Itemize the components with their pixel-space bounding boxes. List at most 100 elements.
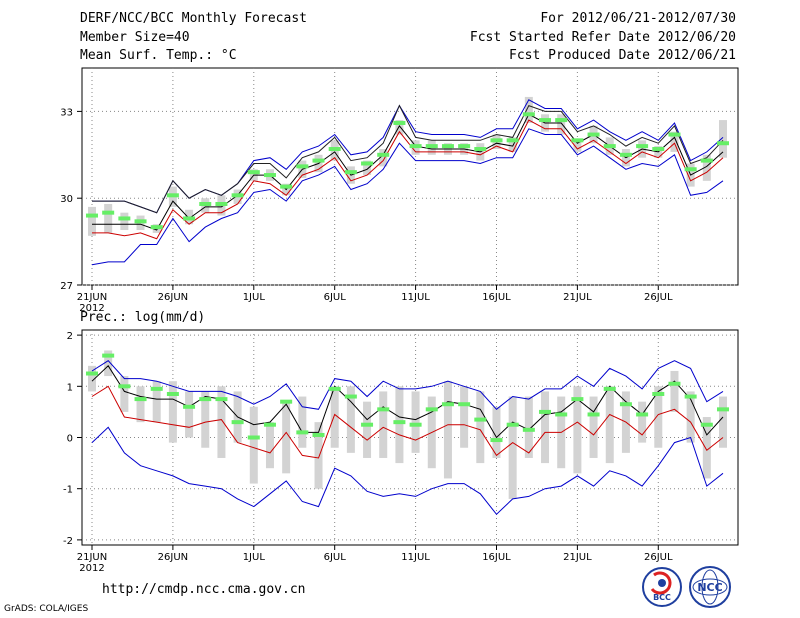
start-date: Fcst Started Refer Date 2012/06/20	[469, 30, 736, 45]
ensemble-box	[524, 96, 533, 123]
chart-title: DERF/NCC/BCC Monthly Forecast	[80, 11, 307, 26]
ensemble-box	[120, 376, 129, 412]
median-marker	[344, 394, 357, 399]
median-marker	[328, 147, 341, 152]
x-tick-label: 21JUL	[563, 552, 592, 563]
median-marker	[296, 430, 309, 435]
ensemble-box	[605, 386, 614, 464]
median-marker	[652, 391, 665, 396]
median-marker	[668, 381, 681, 386]
median-marker	[555, 118, 568, 123]
median-marker	[344, 170, 357, 175]
median-marker	[425, 144, 438, 149]
x-tick-label: 6JUL	[324, 552, 347, 563]
grads-credit: GrADS: COLA/IGES	[4, 604, 89, 614]
x-tick-label: 26JUN	[158, 552, 188, 563]
median-marker	[280, 184, 293, 189]
panel-0: 21JUN 26JUN 1JUL 6JUL 11JUL 16JUL 21JUL 26JUL 20…	[60, 67, 739, 314]
x-tick-label: 21JUL	[563, 292, 592, 303]
ensemble-box	[330, 386, 339, 448]
median-marker	[555, 412, 568, 417]
y-tick-label: 27	[60, 281, 73, 292]
median-marker	[280, 399, 293, 404]
median-marker	[86, 371, 98, 376]
lower-line	[91, 385, 724, 459]
median-marker	[474, 147, 487, 152]
mean-line	[91, 365, 724, 439]
ensemble-box	[152, 381, 161, 423]
median-marker	[636, 412, 649, 417]
ensemble-box	[201, 391, 210, 448]
member-size: Member Size=40	[80, 30, 190, 45]
ensemble-box	[719, 120, 727, 158]
ensemble-box	[120, 212, 129, 231]
median-marker	[86, 213, 98, 218]
forecast-period: For 2012/06/21-2012/07/30	[540, 11, 736, 26]
median-marker	[393, 420, 406, 425]
ensemble-box	[314, 422, 323, 489]
median-marker	[619, 152, 632, 157]
upper-line	[91, 360, 724, 410]
y-tick-label: 30	[60, 194, 73, 205]
mean-line	[92, 113, 724, 231]
ensemble-box	[363, 401, 372, 458]
median-marker	[312, 432, 325, 437]
median-marker	[668, 132, 681, 137]
median-marker	[409, 422, 422, 427]
ensemble-box	[217, 386, 226, 458]
ensemble-box	[104, 350, 113, 377]
median-marker	[636, 144, 649, 149]
ensemble-box	[573, 140, 582, 152]
y-tick-label: -1	[63, 485, 73, 496]
lower-line	[92, 119, 724, 240]
median-marker	[263, 173, 276, 178]
median-marker	[361, 161, 374, 166]
median-marker	[684, 394, 697, 399]
x-tick-label: 26JUL	[644, 552, 673, 563]
source-url[interactable]: http://cmdp.ncc.cma.gov.cn	[102, 582, 306, 597]
x-tick-label: 26JUL	[644, 292, 673, 303]
median-marker	[150, 225, 163, 230]
ensemble-box	[508, 396, 517, 499]
median-marker	[700, 158, 713, 163]
ensemble-box	[670, 370, 679, 412]
median-marker	[587, 412, 600, 417]
median-marker	[441, 402, 454, 407]
median-marker	[490, 138, 503, 143]
ensemble-box	[541, 391, 550, 464]
median-marker	[377, 152, 390, 157]
median-marker	[409, 144, 422, 149]
median-marker	[587, 132, 600, 137]
median-marker	[134, 219, 147, 224]
outer-lower-line	[91, 128, 724, 266]
produced-date: Fcst Produced Date 2012/06/21	[509, 48, 736, 63]
median-marker	[215, 201, 228, 206]
ensemble-box	[136, 386, 145, 423]
ensemble-box	[395, 386, 404, 464]
x-tick-label: 16JUL	[482, 552, 511, 563]
ensemble-box	[686, 391, 695, 443]
median-marker	[603, 386, 616, 391]
median-marker	[717, 407, 729, 412]
ensemble-box	[88, 365, 96, 392]
ensemble-box	[557, 114, 566, 135]
ensemble-box	[88, 206, 96, 236]
ensemble-box	[363, 160, 372, 176]
ensemble-box	[411, 391, 420, 453]
y-tick-label: 1	[67, 382, 73, 393]
median-marker	[183, 404, 196, 409]
ensemble-box	[298, 396, 307, 448]
plot-frame	[81, 67, 739, 286]
upper-line	[92, 104, 724, 214]
year-label: 2012	[79, 303, 104, 314]
x-tick-label: 6JUL	[324, 292, 347, 303]
median-marker	[506, 422, 519, 427]
median-marker	[199, 201, 212, 206]
ensemble-box	[589, 396, 598, 458]
ensemble-box	[395, 120, 404, 135]
ensemble-box	[346, 386, 355, 453]
median-marker	[166, 391, 179, 396]
median-marker	[717, 141, 729, 146]
median-marker	[134, 397, 147, 402]
